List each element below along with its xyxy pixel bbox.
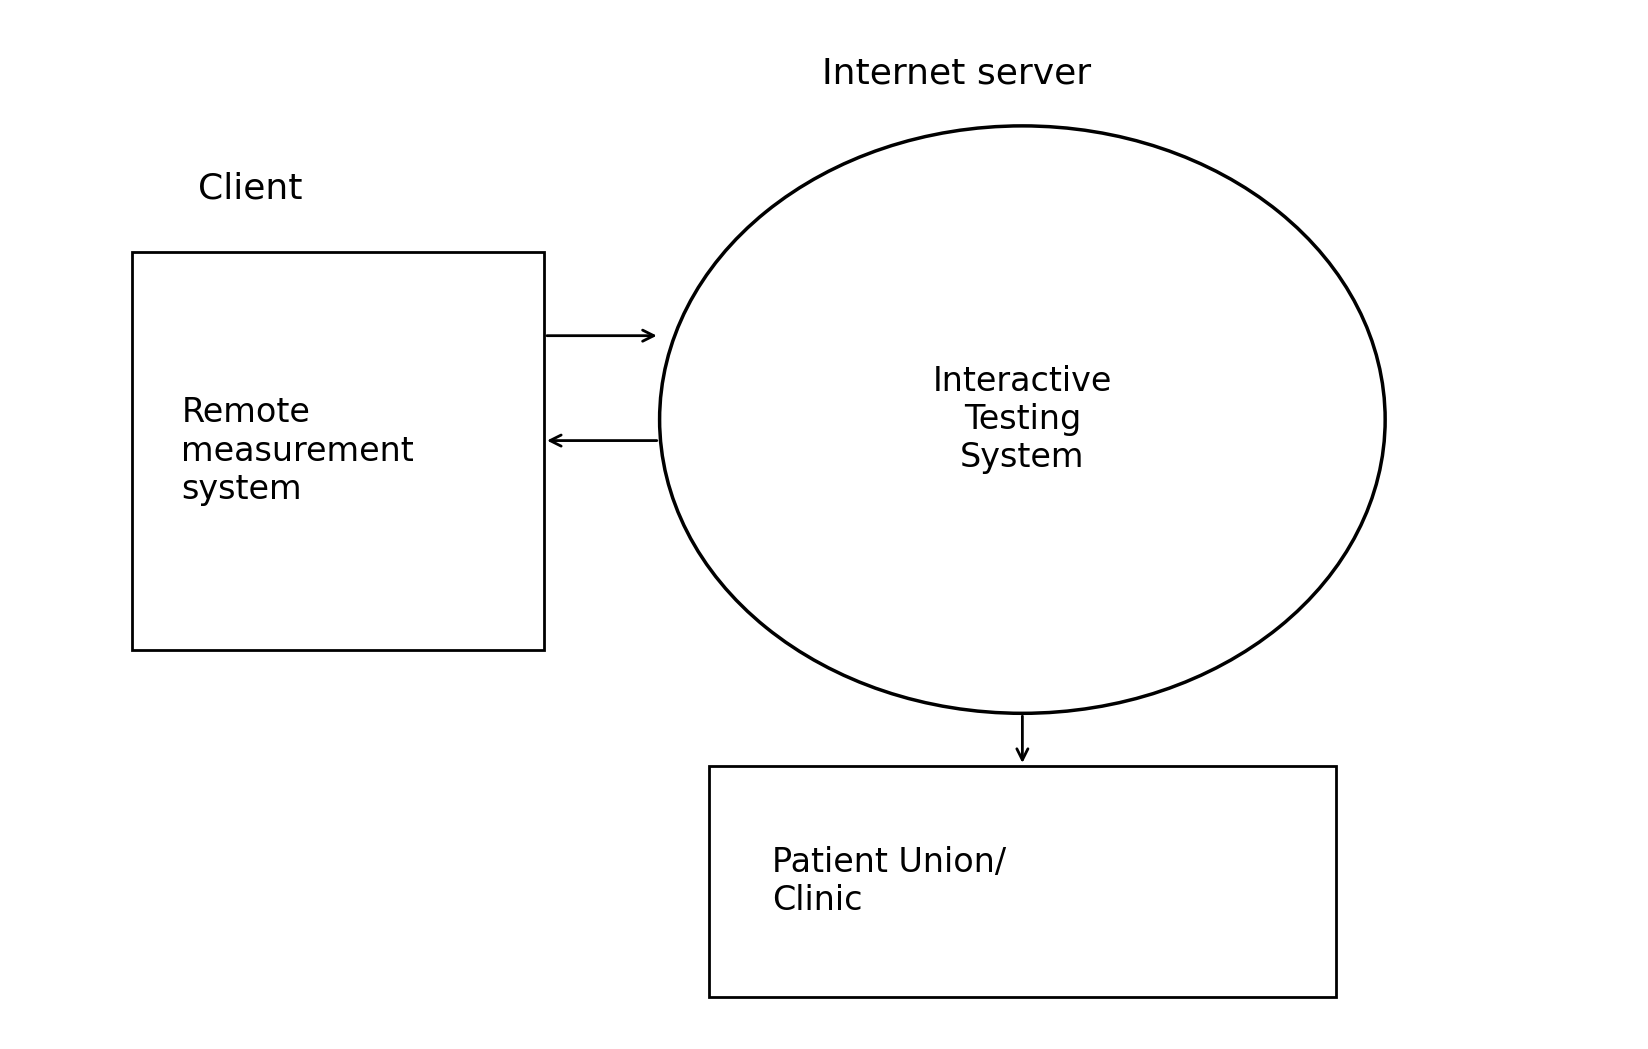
Text: Internet server: Internet server [821, 57, 1091, 90]
Ellipse shape [659, 126, 1384, 713]
Text: Patient Union/
Clinic: Patient Union/ Clinic [771, 845, 1005, 917]
Text: Interactive
Testing
System: Interactive Testing System [933, 365, 1111, 474]
FancyBboxPatch shape [132, 252, 544, 650]
Text: Client: Client [198, 172, 302, 206]
Text: Remote
measurement
system: Remote measurement system [181, 397, 414, 506]
FancyBboxPatch shape [709, 766, 1335, 997]
